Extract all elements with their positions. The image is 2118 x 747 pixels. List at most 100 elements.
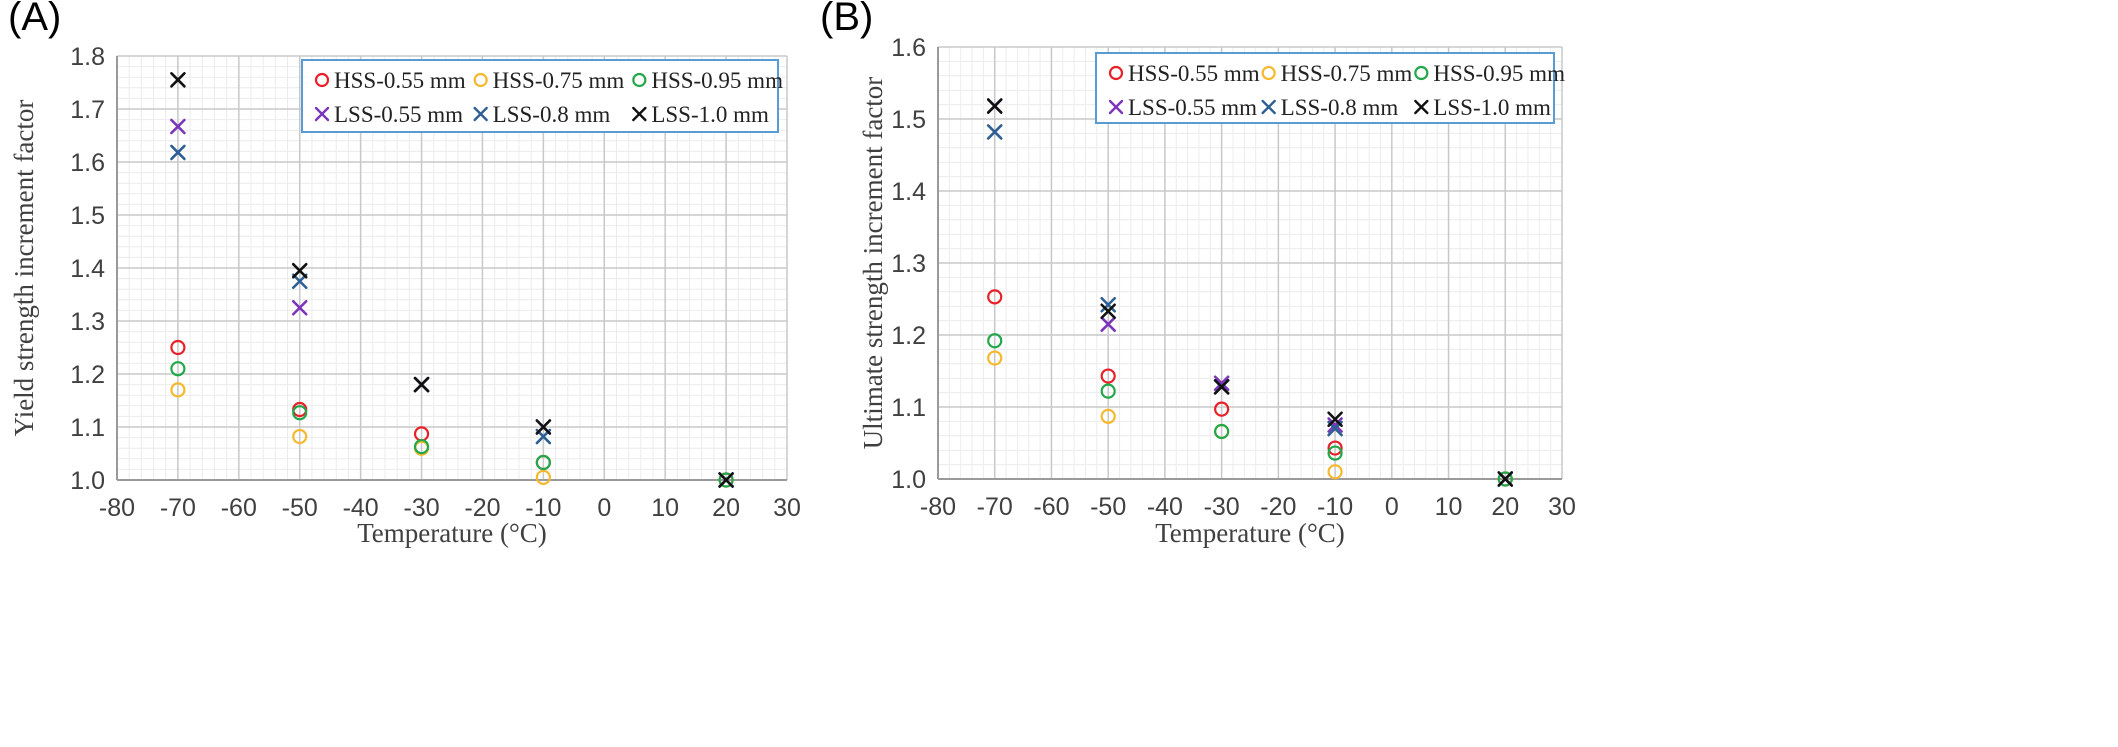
legend-marker [632,106,647,122]
y-tick-label: 1.2 [891,322,926,350]
legend-marker-stroke [473,106,488,122]
x-tick-label: -40 [1147,493,1183,521]
x-tick-label: -30 [403,494,439,522]
y-tick-label: 1.8 [70,43,105,71]
chart-panel-b: -80 -70 -60 -50 -40 -30 -20 -10 0 10 20 30 1.0 1.1 1.2… [820,0,1576,548]
x-tick-label: 30 [1548,493,1576,521]
panel-label: (B) [820,0,873,39]
data-point-stroke [986,98,1003,114]
data-point [1100,303,1116,320]
legend-marker [473,106,488,122]
data-point-stroke [413,376,430,393]
data-point [170,361,186,377]
legend-marker [1414,65,1429,81]
legend-marker [1414,99,1429,115]
y-tick-label: 1.4 [891,178,926,206]
legend-entry-label: LSS-0.8 mm [1281,95,1399,120]
legend-entry-label: HSS-0.75 mm [1281,61,1413,86]
data-point-stroke [1213,375,1230,392]
data-point [1100,316,1116,333]
legend-entry-label: HSS-0.95 mm [1433,61,1565,86]
legend-box [1095,52,1555,124]
data-point [170,382,186,398]
x-tick-label: 30 [773,494,801,522]
legend-entry-label: HSS-0.95 mm [651,68,783,93]
panel-label: (A) [8,0,61,39]
series-hss-0-95-mm [987,333,1513,487]
data-point [1213,379,1230,395]
legend-marker [314,106,330,122]
data-point [1100,383,1116,399]
series-lss-1-0-mm [170,72,734,488]
legend-marker [1108,65,1124,81]
x-tick-label: 0 [1385,493,1399,521]
data-point-stroke [170,144,186,161]
y-tick-label: 1.3 [70,308,105,336]
x-tick-label: 0 [597,494,611,522]
legend-marker [1261,65,1276,81]
y-tick-label: 1.7 [70,96,105,124]
data-point [1497,471,1514,487]
legend-marker-stroke [632,106,647,122]
data-point [987,333,1003,349]
y-tick-label: 1.1 [891,394,926,422]
data-point [292,428,308,445]
x-tick-label: 10 [651,494,679,522]
legend-marker-stroke [1414,99,1429,115]
data-point-stroke [170,118,186,135]
data-point [292,405,308,421]
data-point [535,454,551,471]
data-point [170,144,186,161]
data-point-stroke [1100,296,1116,313]
data-point-stroke [718,472,734,488]
x-axis-title: Temperature (°C) [357,518,547,548]
x-tick-label: 10 [1435,493,1463,521]
data-point-stroke [170,72,186,88]
data-point [170,118,186,135]
data-point [718,472,734,488]
data-point [1497,471,1513,487]
y-tick-label: 1.0 [891,466,926,494]
y-tick-label: 1.2 [70,361,105,389]
y-tick-label: 1.0 [70,467,105,495]
data-point-stroke [291,299,308,316]
y-axis-title: Yield strength increment factor [9,100,39,437]
data-point [291,273,308,290]
data-point [986,124,1003,140]
y-tick-label: 1.4 [70,255,105,283]
data-point-stroke [1497,471,1514,487]
x-axis-title: Temperature (°C) [1155,518,1345,548]
legend-entry-label: HSS-0.75 mm [493,68,625,93]
x-tick-label: -20 [464,494,500,522]
data-point [535,419,552,435]
legend-entry-label: HSS-0.55 mm [334,68,466,93]
data-point [1327,417,1343,433]
series-lss-1-0-mm [986,98,1514,487]
data-point [170,339,186,356]
legend-entry-label: HSS-0.55 mm [1128,61,1260,86]
data-point [718,472,734,488]
x-tick-label: -40 [343,494,379,522]
data-point [1100,408,1116,424]
legend-entry-label: LSS-0.8 mm [493,102,611,127]
data-point [986,98,1003,114]
legend-marker [473,72,488,88]
data-point [1327,464,1343,480]
legend-entry-label: LSS-1.0 mm [651,102,769,127]
legend-marker [1108,99,1124,115]
x-tick-label: -10 [525,494,561,522]
y-tick-label: 1.3 [891,250,926,278]
legend-marker-stroke [1261,99,1276,115]
y-tick-label: 1.1 [70,414,105,442]
data-point [1327,440,1343,456]
x-tick-label: -50 [1090,493,1126,521]
legend: HSS-0.55 mm HSS-0.75 mm HSS-0.95 mm LSS-0.5… [301,59,783,133]
data-point [413,376,430,393]
data-point-stroke [1327,411,1343,428]
legend-marker [1261,99,1276,115]
legend: HSS-0.55 mm HSS-0.75 mm HSS-0.95 mm LSS-0.5… [1095,52,1565,124]
legend-marker-stroke [314,106,330,122]
data-point [987,289,1003,305]
x-tick-label: -60 [221,494,257,522]
